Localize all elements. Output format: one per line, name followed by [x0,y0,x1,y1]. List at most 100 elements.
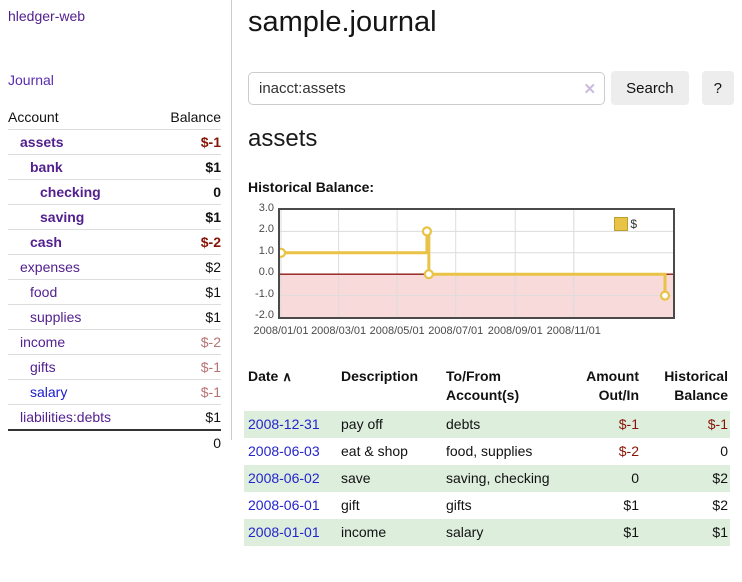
sort-ascending-icon: ∧ [282,369,292,384]
account-balance: $2 [150,254,221,280]
transaction-row: 2008-06-02 save saving, checking 0 $2 [244,465,730,492]
accounts-column-header: To/From Account(s) [446,368,520,403]
x-axis-tick-label: 2008/09/01 [487,325,543,337]
account-tree-body: assets $-1 bank $1 checking 0 saving $1 cash $-2 e… [8,129,221,431]
transaction-amount: 0 [631,470,639,486]
account-balance: $1 [150,154,221,180]
account-balance: $1 [150,404,221,431]
account-balance: $-2 [150,329,221,355]
historical-balance-chart: $ 3.0 2.0 1.0 0.0 -1.0 -2.0 2008/01/01 2008/03/… [248,202,734,340]
account-balance: $1 [150,279,221,305]
transaction-row: 2008-06-03 eat & shop food, supplies $-2 0 [244,438,730,465]
transaction-amount: $1 [623,497,639,513]
account-column-header: Account [8,106,151,130]
account-row: assets $-1 [8,129,221,155]
help-button[interactable]: ? [701,71,734,105]
chart-title: Historical Balance: [248,179,375,195]
account-row: bank $1 [8,154,221,180]
x-axis-tick-label: 2008/11/01 [546,325,601,337]
balance-column-header-main: Historical Balance [664,368,728,403]
account-balance: 0 [150,179,221,205]
account-row: income $-2 [8,329,221,355]
sidebar-account-link[interactable]: bank [30,159,63,175]
transaction-balance: $1 [712,524,728,540]
sidebar-account-link[interactable]: income [20,334,66,350]
y-axis-tick-label: 2.0 [258,223,274,236]
sidebar-account-link[interactable]: food [30,284,58,300]
balance-column-header: Balance [150,106,221,130]
x-axis-tick-label: 2008/05/01 [369,325,425,337]
transaction-date-link[interactable]: 2008-06-02 [248,470,320,486]
sidebar: hledger-web Journal Account Balance asse… [0,0,232,455]
account-balance: $-2 [150,229,221,255]
account-heading: assets [248,125,318,152]
account-row: cash $-2 [8,229,221,255]
search-form: ✕ Search ? [248,71,734,105]
transaction-description: gift [341,497,360,513]
account-row: gifts $-1 [8,354,221,380]
y-axis-tick-label: -1.0 [255,287,274,300]
transaction-row: 2008-12-31 pay off debts $-1 $-1 [244,411,730,438]
transaction-balance: $2 [712,497,728,513]
sidebar-account-link[interactable]: gifts [30,359,56,375]
search-button[interactable]: Search [611,71,689,105]
transaction-description: income [341,524,387,540]
amount-column-header: Amount Out/In [586,368,639,403]
transaction-amount: $1 [623,524,639,540]
chart-legend: $ [614,217,637,231]
transaction-accounts: gifts [446,497,472,513]
account-total-row: 0 [8,429,221,455]
chart-plot-area: $ [278,208,675,319]
account-row: supplies $1 [8,304,221,330]
y-axis-tick-label: -2.0 [255,309,274,321]
brand-link[interactable]: hledger-web [8,8,86,24]
legend-swatch-icon [614,217,629,231]
x-axis-tick-label: 2008/01/01 [253,325,309,337]
account-row: saving $1 [8,204,221,230]
account-row: salary $-1 [8,379,221,405]
sidebar-item-journal[interactable]: Journal [8,72,54,88]
y-axis-tick-label: 1.0 [258,244,274,257]
x-axis-tick-label: 2008/07/01 [428,325,484,337]
sidebar-account-link[interactable]: salary [30,384,68,400]
transaction-date-link[interactable]: 2008-06-01 [248,497,320,513]
clear-search-icon[interactable]: ✕ [583,80,597,98]
description-column-header: Description [341,368,419,384]
transaction-balance: $-1 [707,416,728,432]
transaction-date-link[interactable]: 2008-06-03 [248,443,320,459]
search-input[interactable] [248,71,606,105]
transaction-accounts: debts [446,416,481,432]
legend-label: $ [630,217,637,231]
transaction-accounts: salary [446,524,484,540]
sidebar-account-link[interactable]: checking [40,184,101,200]
account-total-balance: 0 [150,429,221,455]
sidebar-account-link[interactable]: liabilities:debts [20,409,112,425]
sidebar-account-link[interactable]: assets [20,134,64,150]
transaction-balance: $2 [712,470,728,486]
sidebar-account-link[interactable]: supplies [30,309,82,325]
transaction-amount: $-2 [618,443,639,459]
sidebar-account-link[interactable]: cash [30,234,62,250]
date-column-header[interactable]: Date ∧ [248,368,292,384]
y-axis-tick-label: 0.0 [258,266,274,279]
account-tree: Account Balance assets $-1 bank $1 checking 0… [8,106,221,455]
account-balance: $-1 [150,129,221,155]
transaction-amount: $-1 [618,416,639,432]
transaction-accounts: saving, checking [446,470,550,486]
page-title: sample.journal [248,6,437,38]
main-content: sample.journal ✕ Search ? assets Histori… [244,0,734,546]
x-axis-tick-label: 2008/03/01 [311,325,367,337]
transaction-description: save [341,470,371,486]
transaction-row: 2008-06-01 gift gifts $1 $2 [244,492,730,519]
account-row: liabilities:debts $1 [8,404,221,431]
transaction-date-link[interactable]: 2008-01-01 [248,524,320,540]
account-row: expenses $2 [8,254,221,280]
transaction-row: 2008-01-01 income salary $1 $1 [244,519,730,546]
sidebar-account-link[interactable]: expenses [20,259,80,275]
transaction-accounts: food, supplies [446,443,533,459]
sidebar-account-link[interactable]: saving [40,209,85,225]
transaction-description: eat & shop [341,443,408,459]
transaction-date-link[interactable]: 2008-12-31 [248,416,320,432]
account-balance: $-1 [150,354,221,380]
account-balance: $1 [150,304,221,330]
